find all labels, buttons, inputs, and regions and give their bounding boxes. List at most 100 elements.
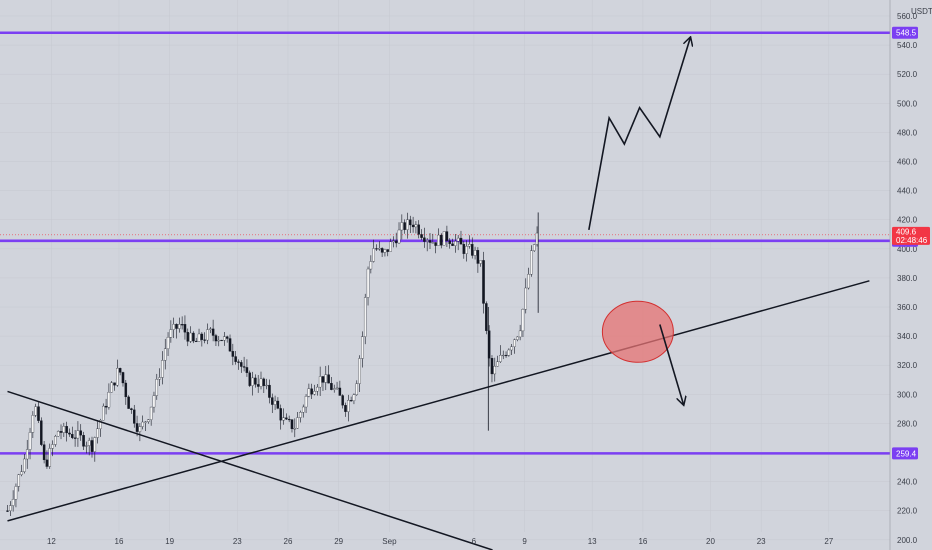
candle-body: [287, 418, 291, 421]
candle-body: [45, 459, 49, 467]
price-tick-label: 320.0: [897, 361, 918, 370]
price-tick-label: 300.0: [897, 390, 918, 399]
candle-body: [68, 432, 71, 435]
candle-body: [102, 405, 105, 421]
candle-body: [211, 328, 215, 336]
candle-body: [282, 417, 285, 421]
candle-body: [513, 339, 516, 347]
candle-body: [335, 387, 339, 389]
candle-body: [304, 396, 308, 408]
candle-body: [434, 242, 437, 246]
candle-body: [532, 244, 536, 251]
candle-body: [121, 372, 125, 384]
candle-body: [172, 324, 175, 330]
candle-body: [273, 400, 277, 405]
candle-body: [141, 421, 144, 427]
candle-body: [425, 240, 429, 242]
candle-body: [445, 231, 449, 241]
candle-body: [186, 332, 190, 342]
candle-body: [301, 406, 305, 413]
candle-body: [403, 222, 406, 230]
candle-body: [493, 366, 497, 375]
price-tick-label: 560.0: [897, 12, 918, 21]
candle-body: [149, 406, 153, 420]
candle-body: [375, 248, 378, 250]
candle-body: [347, 400, 350, 412]
candles: [6, 212, 539, 516]
candle-body: [352, 394, 356, 401]
time-tick-label: 20: [706, 537, 715, 546]
candle-body: [271, 397, 274, 405]
candle-body: [448, 240, 451, 244]
candle-body: [479, 260, 482, 264]
candle-body: [341, 395, 344, 406]
candle-body: [11, 499, 15, 506]
time-axis[interactable]: 12 16 19 23 26 29 Sep 6 9 13 16 20 23 27: [47, 537, 834, 546]
price-tick-label: 400.0: [897, 245, 918, 254]
candle-body: [380, 248, 384, 253]
candle-body: [124, 382, 128, 398]
projection-down-arrow: [659, 324, 684, 404]
candle-body: [338, 387, 342, 396]
candle-body: [71, 434, 74, 438]
candle-body: [296, 417, 299, 429]
candle-body: [290, 419, 294, 430]
last-price-label: 409.6: [896, 227, 917, 236]
candle-body: [104, 405, 108, 408]
candle-body: [321, 376, 325, 383]
candle-body: [344, 405, 347, 412]
level-price-tag-label: 259.4: [896, 449, 917, 458]
level-price-tag: [892, 447, 918, 460]
candle-body: [366, 268, 370, 298]
candle-body: [180, 324, 184, 326]
time-tick-label: 19: [165, 537, 174, 546]
candle-body: [431, 242, 435, 244]
candle-body: [268, 384, 271, 398]
price-tick-label: 420.0: [897, 216, 918, 225]
candle-body: [428, 240, 432, 243]
candle-body: [147, 419, 150, 423]
price-axis[interactable]: 200.0220.0240.0260.0280.0300.0320.0340.0…: [897, 12, 918, 545]
candle-body: [279, 408, 282, 421]
price-tick-label: 480.0: [897, 128, 918, 137]
candle-body: [183, 324, 187, 333]
drawings[interactable]: [7, 38, 870, 550]
candle-body: [459, 237, 463, 245]
candle-body: [521, 309, 525, 332]
candle-body: [34, 406, 37, 416]
trend-line: [7, 390, 493, 550]
candle-body: [397, 229, 401, 244]
candle-body: [169, 329, 173, 338]
candle-body: [51, 444, 54, 449]
candle-body: [90, 440, 94, 452]
plot-background: [0, 0, 890, 532]
candle-body: [378, 248, 381, 250]
candle-body: [372, 248, 375, 262]
candle-body: [411, 224, 415, 228]
candle-body: [254, 377, 257, 385]
candle-body: [293, 428, 297, 430]
candle-body: [240, 362, 243, 367]
candle-body: [155, 379, 159, 396]
price-tick-label: 220.0: [897, 507, 918, 516]
candle-body: [454, 241, 457, 246]
candle-body: [527, 274, 530, 289]
time-tick-label: 16: [115, 537, 124, 546]
candle-body: [209, 328, 212, 330]
candle-body: [87, 440, 91, 446]
time-tick-label: 23: [233, 537, 242, 546]
candle-body: [473, 250, 477, 256]
time-tick-label: 9: [522, 537, 527, 546]
candle-body: [406, 219, 409, 230]
candle-body: [262, 378, 266, 386]
candle-body: [245, 367, 249, 373]
candle-body: [220, 339, 223, 342]
candle-body: [451, 243, 454, 246]
candle-body: [152, 395, 156, 408]
time-tick-label: 6: [472, 537, 477, 546]
candle-body: [490, 358, 494, 375]
price-tick-label: 540.0: [897, 41, 918, 50]
